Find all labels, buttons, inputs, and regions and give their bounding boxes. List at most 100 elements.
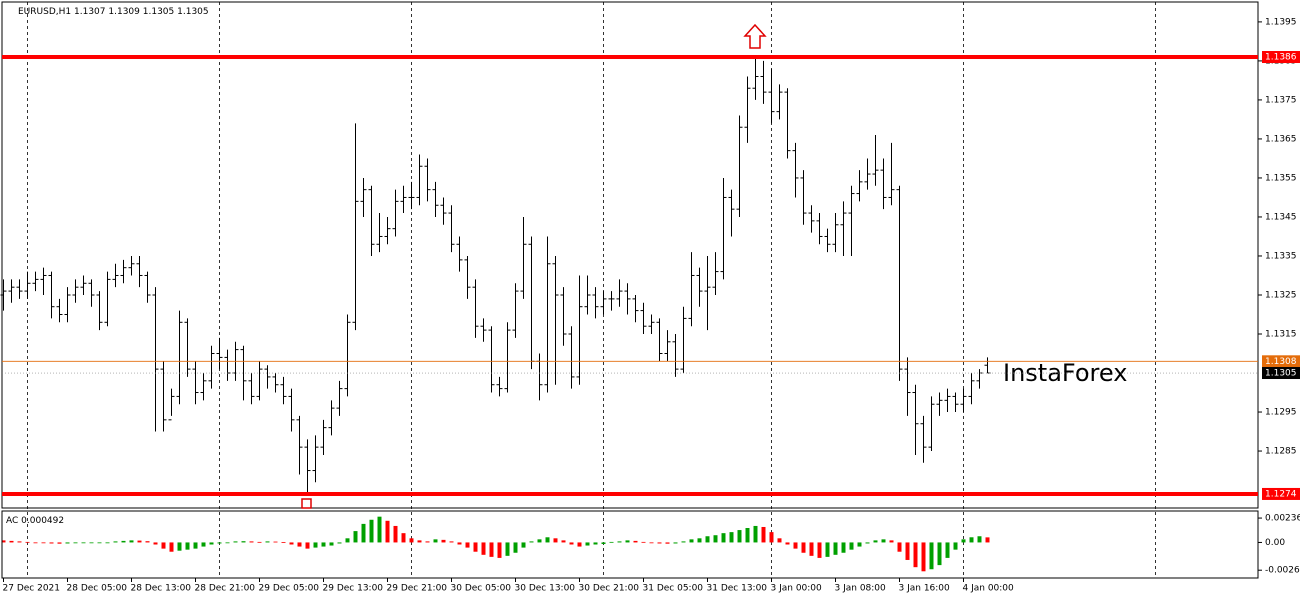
y-tick-label: -0.002694 bbox=[1265, 566, 1300, 576]
x-tick-label: 27 Dec 2021 bbox=[3, 584, 61, 594]
ac-bar bbox=[425, 541, 430, 543]
ac-bar bbox=[153, 542, 158, 545]
y-tick-label: 1.1295 bbox=[1265, 408, 1297, 418]
ac-bar bbox=[57, 542, 62, 544]
ac-bar bbox=[609, 541, 614, 543]
ac-bar bbox=[913, 542, 918, 568]
ac-bar bbox=[833, 542, 838, 555]
ac-bar bbox=[441, 539, 446, 543]
chart-header: EURUSD,H1 1.1307 1.1309 1.1305 1.1305 bbox=[18, 7, 209, 17]
ac-bar bbox=[673, 542, 678, 544]
ac-bar bbox=[313, 542, 318, 548]
ac-bar bbox=[825, 542, 830, 557]
y-tick-label: 1.1375 bbox=[1265, 95, 1297, 105]
ac-bar bbox=[345, 538, 350, 543]
ac-bar bbox=[89, 542, 94, 544]
ac-bar bbox=[857, 542, 862, 547]
x-tick-label: 3 Jan 08:00 bbox=[835, 584, 887, 594]
ac-bar bbox=[145, 541, 150, 543]
x-tick-label: 31 Dec 05:00 bbox=[643, 584, 704, 594]
x-tick-label: 29 Dec 05:00 bbox=[259, 584, 320, 594]
ac-bar bbox=[897, 542, 902, 552]
ac-bar bbox=[849, 542, 854, 550]
ac-bar bbox=[433, 539, 438, 543]
ac-bar bbox=[257, 541, 262, 543]
low: 1.1305 bbox=[143, 7, 175, 17]
ac-bar bbox=[97, 542, 102, 544]
ac-bar bbox=[817, 542, 822, 558]
ac-bar bbox=[1, 540, 6, 543]
price-label-box bbox=[1262, 487, 1300, 500]
ac-bar bbox=[625, 540, 630, 543]
ac-bar bbox=[329, 542, 334, 546]
ac-bar bbox=[657, 542, 662, 544]
ac-bar bbox=[217, 542, 222, 544]
ac-bar bbox=[889, 540, 894, 543]
ac-bar bbox=[841, 542, 846, 553]
low-marker bbox=[301, 498, 312, 509]
x-tick-label: 29 Dec 13:00 bbox=[323, 584, 384, 594]
ac-bar bbox=[985, 537, 990, 543]
price-label: 1.1386 bbox=[1265, 53, 1297, 63]
x-tick-label: 30 Dec 13:00 bbox=[515, 584, 576, 594]
ac-bar bbox=[185, 542, 190, 550]
marks bbox=[0, 57, 991, 572]
y-tick-label: 1.1345 bbox=[1265, 212, 1297, 222]
x-tick-label: 3 Jan 16:00 bbox=[899, 584, 951, 594]
x-tick-label: 30 Dec 21:00 bbox=[579, 584, 640, 594]
ac-bar bbox=[537, 539, 542, 543]
ac-bar bbox=[33, 542, 38, 544]
ac-bar bbox=[705, 536, 710, 543]
ac-bar bbox=[377, 516, 382, 543]
ac-bar bbox=[9, 540, 14, 543]
ac-bar bbox=[689, 539, 694, 543]
y-tick-label: 1.1285 bbox=[1265, 447, 1297, 457]
open: 1.1307 bbox=[74, 7, 106, 17]
ac-bar bbox=[369, 519, 374, 543]
ac-bar bbox=[481, 542, 486, 555]
ac-bar bbox=[497, 542, 502, 558]
ac-bar bbox=[945, 542, 950, 558]
ac-bar bbox=[201, 542, 206, 547]
price-label: 1.1305 bbox=[1265, 369, 1297, 379]
x-tick-label: 28 Dec 13:00 bbox=[131, 584, 192, 594]
ac-bar bbox=[489, 542, 494, 557]
ac-bar bbox=[273, 541, 278, 543]
ac-bar bbox=[761, 526, 766, 543]
price-label: 1.1274 bbox=[1265, 489, 1297, 499]
y-tick-label: 0.002365 bbox=[1265, 514, 1300, 524]
ac-bar bbox=[225, 542, 230, 544]
indicator-header: AC 0.000492 bbox=[6, 516, 64, 526]
ac-bar bbox=[633, 540, 638, 543]
ac-bar bbox=[721, 533, 726, 543]
ac-bar bbox=[17, 541, 22, 543]
ac-bar bbox=[105, 542, 110, 544]
ac-bar bbox=[585, 542, 590, 546]
y-tick-label: 0.00 bbox=[1265, 538, 1285, 548]
ac-bar bbox=[905, 542, 910, 560]
ac-bar bbox=[593, 542, 598, 545]
ac-bar bbox=[249, 541, 254, 543]
ac-bar bbox=[937, 542, 942, 566]
ac-bar bbox=[449, 541, 454, 543]
ac-bar bbox=[417, 540, 422, 543]
ac-bar bbox=[577, 542, 582, 547]
symbol: EURUSD,H1 bbox=[18, 7, 71, 17]
ac-bar bbox=[49, 542, 54, 544]
ac-bar bbox=[617, 541, 622, 543]
high: 1.1309 bbox=[108, 7, 140, 17]
ac-bar bbox=[457, 542, 462, 545]
y-tick-label: 1.1335 bbox=[1265, 251, 1297, 261]
x-tick-label: 28 Dec 05:00 bbox=[67, 584, 128, 594]
ac-bar bbox=[713, 535, 718, 543]
ac-bar bbox=[233, 541, 238, 543]
ac-bar bbox=[473, 542, 478, 552]
y-tick-label: 1.1355 bbox=[1265, 173, 1297, 183]
y-tick-label: 1.1325 bbox=[1265, 290, 1297, 300]
ac-bar bbox=[953, 542, 958, 550]
ac-bar bbox=[361, 523, 366, 543]
ac-bar bbox=[73, 542, 78, 544]
ac-bar bbox=[409, 538, 414, 543]
